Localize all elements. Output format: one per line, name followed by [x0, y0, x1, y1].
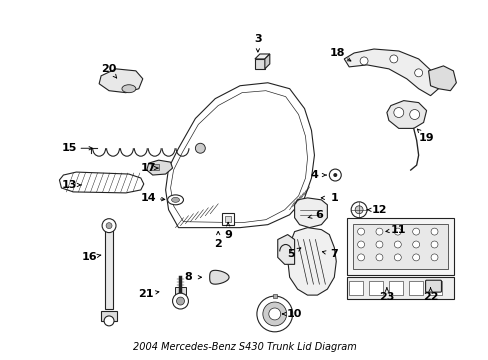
Circle shape — [389, 55, 397, 63]
Circle shape — [106, 223, 112, 229]
Text: 23: 23 — [378, 292, 394, 302]
Text: 18: 18 — [329, 48, 345, 58]
Circle shape — [104, 316, 114, 326]
FancyBboxPatch shape — [346, 218, 453, 275]
Circle shape — [393, 254, 401, 261]
Text: 17: 17 — [141, 163, 156, 173]
Text: 20: 20 — [101, 64, 117, 74]
Text: 15: 15 — [61, 143, 77, 153]
Circle shape — [430, 254, 437, 261]
Circle shape — [176, 297, 184, 305]
Circle shape — [412, 228, 419, 235]
Text: 22: 22 — [422, 292, 437, 302]
Circle shape — [102, 219, 116, 233]
Polygon shape — [344, 49, 438, 96]
Circle shape — [430, 241, 437, 248]
Circle shape — [268, 308, 280, 320]
Circle shape — [357, 254, 364, 261]
Ellipse shape — [122, 85, 136, 93]
Circle shape — [375, 254, 382, 261]
Circle shape — [357, 241, 364, 248]
Circle shape — [375, 228, 382, 235]
Text: 19: 19 — [418, 133, 433, 143]
Circle shape — [375, 241, 382, 248]
Circle shape — [357, 228, 364, 235]
Text: 13: 13 — [61, 180, 77, 190]
FancyBboxPatch shape — [224, 216, 231, 222]
Text: 6: 6 — [315, 210, 323, 220]
Text: 12: 12 — [370, 205, 386, 215]
Circle shape — [359, 57, 367, 65]
FancyBboxPatch shape — [408, 281, 422, 295]
Polygon shape — [60, 172, 143, 193]
Text: 2004 Mercedes-Benz S430 Trunk Lid Diagram: 2004 Mercedes-Benz S430 Trunk Lid Diagra… — [132, 342, 356, 352]
Polygon shape — [287, 228, 336, 295]
FancyBboxPatch shape — [272, 294, 276, 298]
FancyBboxPatch shape — [388, 281, 402, 295]
Circle shape — [263, 302, 286, 326]
Circle shape — [256, 296, 292, 332]
Polygon shape — [254, 54, 269, 59]
FancyBboxPatch shape — [222, 213, 234, 225]
FancyBboxPatch shape — [101, 311, 117, 321]
FancyBboxPatch shape — [425, 280, 441, 292]
FancyBboxPatch shape — [150, 164, 158, 170]
Polygon shape — [427, 66, 455, 91]
Text: 10: 10 — [286, 309, 302, 319]
Text: 3: 3 — [254, 34, 261, 44]
FancyBboxPatch shape — [348, 281, 362, 295]
Polygon shape — [254, 59, 264, 69]
Text: 14: 14 — [141, 193, 156, 203]
Polygon shape — [264, 54, 269, 69]
Text: 8: 8 — [184, 272, 192, 282]
Polygon shape — [146, 160, 172, 175]
FancyBboxPatch shape — [352, 224, 447, 269]
FancyBboxPatch shape — [368, 281, 382, 295]
Polygon shape — [99, 69, 142, 93]
Circle shape — [393, 108, 403, 117]
Polygon shape — [294, 198, 326, 228]
FancyBboxPatch shape — [105, 228, 113, 309]
Circle shape — [412, 254, 419, 261]
Polygon shape — [386, 100, 426, 129]
Circle shape — [195, 143, 205, 153]
Polygon shape — [165, 83, 314, 228]
Circle shape — [430, 228, 437, 235]
Circle shape — [333, 173, 337, 177]
Text: 11: 11 — [390, 225, 406, 235]
Polygon shape — [277, 235, 294, 264]
FancyBboxPatch shape — [427, 281, 442, 295]
Text: 5: 5 — [286, 249, 294, 260]
Circle shape — [414, 69, 422, 77]
Circle shape — [393, 241, 401, 248]
FancyBboxPatch shape — [346, 277, 453, 299]
Text: 16: 16 — [81, 252, 97, 262]
Circle shape — [350, 202, 366, 218]
Ellipse shape — [171, 197, 179, 202]
Circle shape — [409, 109, 419, 120]
Text: 9: 9 — [224, 230, 232, 239]
Circle shape — [393, 228, 401, 235]
Circle shape — [354, 206, 362, 214]
FancyBboxPatch shape — [174, 287, 186, 295]
Text: 7: 7 — [330, 249, 338, 260]
Text: 2: 2 — [214, 239, 222, 249]
Circle shape — [172, 293, 188, 309]
Ellipse shape — [167, 195, 183, 205]
Text: 4: 4 — [310, 170, 318, 180]
Polygon shape — [209, 270, 229, 284]
Text: 1: 1 — [330, 193, 338, 203]
Circle shape — [412, 241, 419, 248]
Text: 21: 21 — [138, 289, 153, 299]
